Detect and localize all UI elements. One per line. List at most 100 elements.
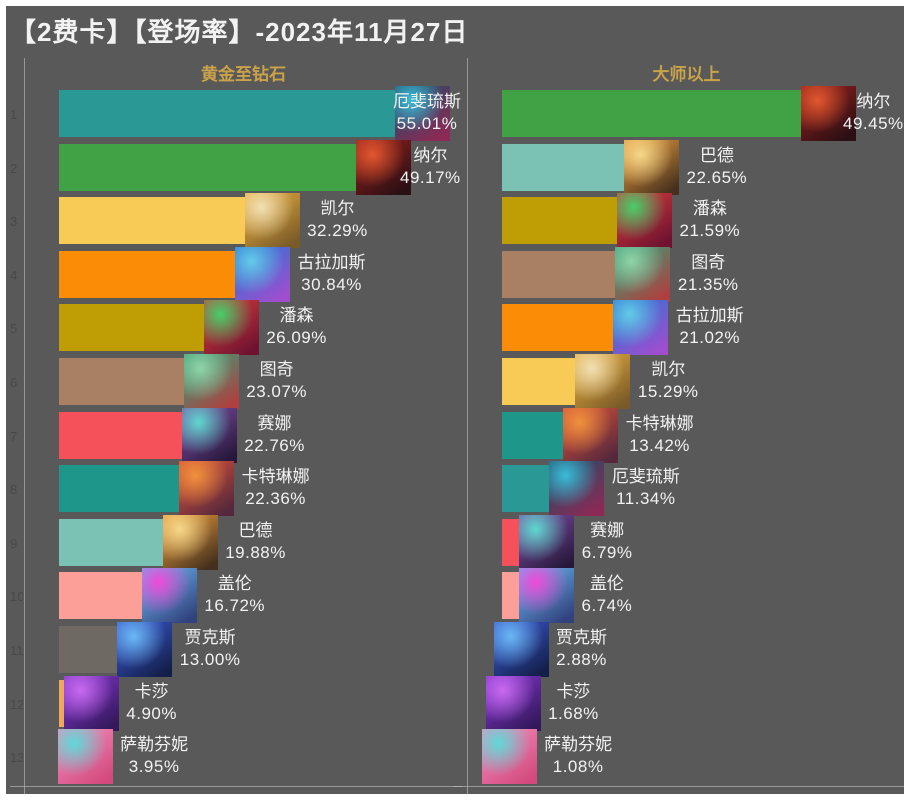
champion-name: 潘森 [692, 199, 727, 219]
appearance-rate-value: 49.45% [843, 114, 904, 133]
y-axis-line [24, 58, 25, 794]
row-number: 8 [10, 482, 18, 498]
champion-portrait-图奇 [615, 246, 671, 302]
appearance-rate-value: 1.08% [552, 757, 604, 777]
appearance-rate-value: 15.29% [637, 382, 699, 401]
champion-portrait-赛娜 [519, 514, 575, 570]
bar-label: 古拉加斯 21.02% [676, 305, 744, 349]
champion-portrait-巴德 [162, 514, 218, 570]
champion-name: 卡莎 [134, 681, 169, 701]
appearance-rate-value: 16.72% [204, 596, 266, 616]
champion-portrait-卡特琳娜 [563, 407, 619, 463]
appearance-rate-value: 32.29% [307, 221, 368, 241]
panel-header: 黄金至钻石 [201, 65, 286, 84]
champion-name: 巴德 [238, 520, 273, 540]
champion-portrait-卡莎 [485, 675, 541, 731]
bar-label: 巴德 22.65% [687, 145, 748, 189]
champion-portrait-卡莎 [63, 675, 119, 731]
champion-name: 凯尔 [651, 360, 686, 379]
appearance-rate-value: 30.84% [301, 274, 362, 294]
champion-portrait-凯尔 [575, 354, 631, 409]
bar-label: 盖伦 16.72% [204, 573, 265, 617]
champion-name: 纳尔 [856, 92, 891, 111]
x-axis-line [453, 786, 904, 787]
champion-name: 巴德 [699, 145, 734, 165]
panel-header: 大师以上 [652, 65, 721, 84]
champion-name: 萨勒芬妮 [120, 735, 189, 755]
appearance-rate-value: 22.76% [244, 435, 305, 455]
champion-portrait-图奇 [183, 354, 239, 409]
bar-label: 厄斐琉斯 11.34% [612, 466, 680, 510]
champion-name: 贾克斯 [556, 628, 607, 647]
bar-label: 萨勒芬妮 3.95% [120, 734, 188, 778]
appearance-rate-value: 3.95% [128, 757, 180, 777]
bar-label: 萨勒芬妮 1.08% [544, 734, 612, 778]
bar-label: 卡莎 1.68% [548, 681, 599, 725]
champion-name: 厄斐琉斯 [393, 92, 461, 111]
champion-name: 卡特琳娜 [241, 467, 310, 487]
champion-name: 卡特琳娜 [625, 413, 694, 433]
row-number: 10 [10, 589, 23, 605]
champion-portrait-厄斐琉斯 [549, 461, 605, 517]
appearance-rate-value: 55.01% [396, 114, 458, 133]
bar-label: 凯尔 15.29% [638, 359, 699, 403]
chart-canvas: 【2费卡】【登场率】-2023年11月27日 黄金至钻石 厄斐琉斯 55.01% 纳尔… [6, 6, 904, 794]
row-number: 11 [10, 643, 23, 658]
y-axis-line [467, 58, 468, 794]
bar-label: 厄斐琉斯 55.01% [393, 91, 461, 135]
row-number: 3 [10, 214, 18, 230]
appearance-rate-value: 22.65% [686, 167, 748, 187]
champion-portrait-赛娜 [181, 407, 237, 463]
panel-master-plus: 大师以上纳尔 49.45% 巴德 22.65% 潘森 21.59% 图奇 21.35% 古拉加斯… [453, 52, 904, 794]
bar-label: 古拉加斯 30.84% [298, 252, 366, 296]
x-axis-line [10, 786, 463, 787]
champion-name: 萨勒芬妮 [544, 735, 613, 755]
bar-厄斐琉斯 [59, 90, 423, 137]
champion-portrait-巴德 [624, 139, 679, 195]
champion-name: 盖伦 [589, 574, 624, 594]
champion-portrait-萨勒芬妮 [481, 729, 537, 785]
champion-name: 卡莎 [556, 681, 591, 701]
bar-潘森 [59, 304, 232, 352]
champion-name: 贾克斯 [184, 628, 236, 647]
champion-name: 纳尔 [413, 145, 448, 165]
bar-label: 凯尔 32.29% [307, 198, 368, 242]
panel-gold-to-diamond: 黄金至钻石厄斐琉斯 55.01% 纳尔 49.17% 凯尔 32.29% 古拉加斯 30.84… [10, 52, 463, 794]
bar-label: 潘森 21.59% [680, 198, 741, 242]
champion-name: 古拉加斯 [675, 306, 744, 326]
bar-label: 赛娜 22.76% [244, 413, 305, 457]
appearance-rate-value: 6.79% [581, 542, 633, 562]
champion-name: 凯尔 [320, 199, 355, 219]
champion-portrait-古拉加斯 [235, 246, 290, 302]
row-number: 9 [10, 535, 18, 551]
appearance-rate-value: 49.17% [400, 167, 461, 187]
champion-portrait-盖伦 [141, 568, 197, 624]
appearance-rate-value: 19.88% [225, 542, 286, 562]
bar-label: 纳尔 49.45% [843, 91, 904, 135]
bar-凯尔 [59, 197, 273, 245]
bar-label: 潘森 26.09% [266, 305, 327, 349]
appearance-rate-value: 23.07% [246, 382, 307, 401]
champion-name: 厄斐琉斯 [611, 467, 680, 487]
champion-portrait-萨勒芬妮 [57, 729, 113, 785]
bar-label: 图奇 23.07% [246, 359, 307, 403]
champion-name: 赛娜 [257, 413, 292, 433]
row-number: 13 [10, 750, 23, 766]
appearance-rate-value: 26.09% [266, 328, 327, 348]
appearance-rate-value: 13.42% [629, 435, 690, 455]
appearance-rate-value: 13.00% [179, 650, 241, 669]
row-number: 2 [10, 160, 18, 176]
row-number: 7 [10, 428, 18, 444]
bar-label: 图奇 21.35% [678, 252, 739, 296]
champion-portrait-贾克斯 [117, 622, 173, 677]
bar-label: 卡特琳娜 22.36% [242, 466, 310, 510]
champion-portrait-盖伦 [519, 568, 574, 624]
appearance-rate-value: 2.88% [556, 650, 607, 669]
bar-纳尔 [502, 90, 829, 137]
champion-name: 图奇 [259, 360, 294, 379]
champion-portrait-凯尔 [244, 193, 300, 249]
bar-label: 卡特琳娜 13.42% [626, 413, 694, 457]
appearance-rate-value: 21.35% [677, 274, 739, 294]
appearance-rate-value: 21.02% [679, 328, 741, 348]
row-number: 1 [10, 107, 18, 122]
